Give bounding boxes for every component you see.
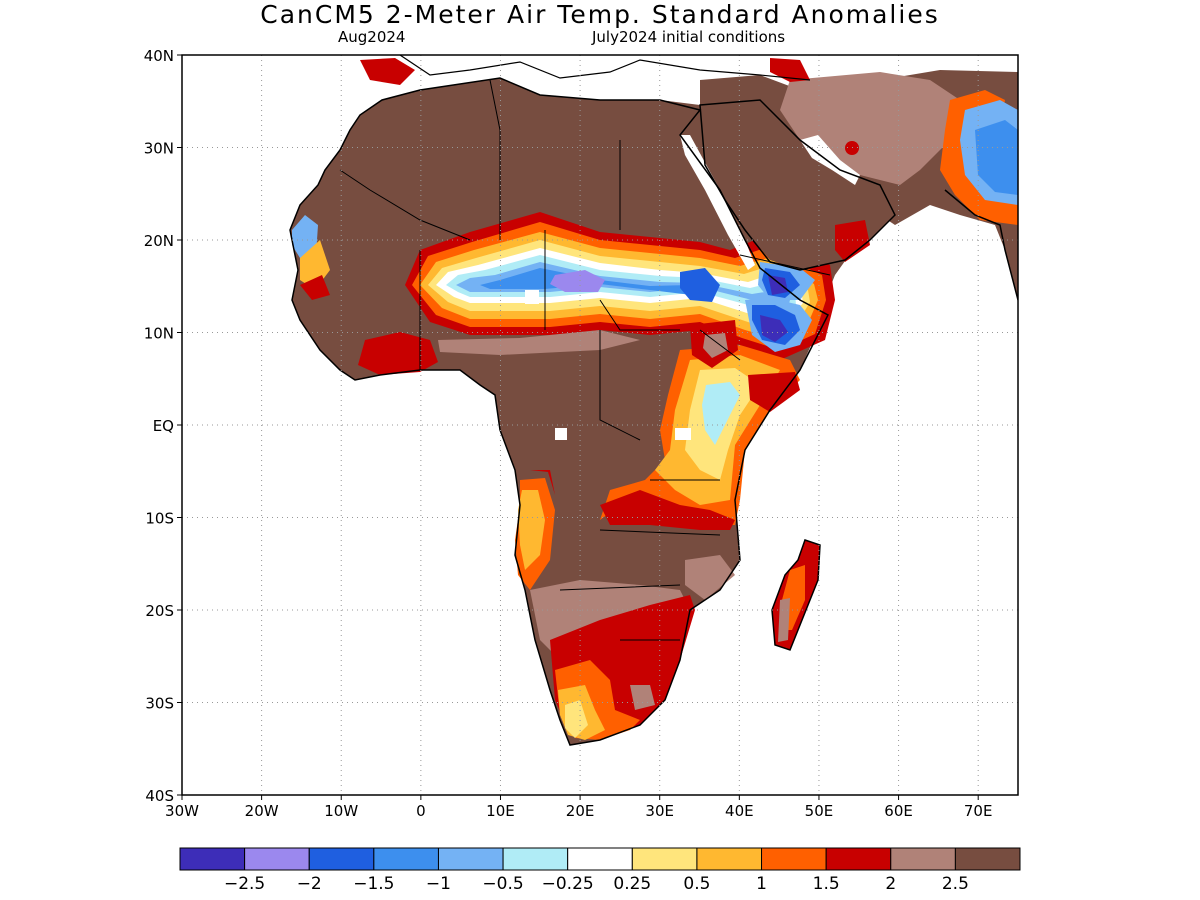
arabia-south-red <box>835 220 870 262</box>
colorbar-label: −0.25 <box>542 874 594 894</box>
colorbar-swatch <box>696 847 763 871</box>
lon-tick-label: 0 <box>416 802 426 820</box>
colorbar-swatch <box>954 847 1021 871</box>
lesotho-light <box>630 685 655 710</box>
colorbar-label: 0.25 <box>613 874 651 894</box>
colorbar-swatch <box>244 847 310 871</box>
kenya-red <box>748 372 800 412</box>
colorbar-label: −2 <box>297 874 322 894</box>
madagascar-light <box>778 598 790 642</box>
colorbar: −2.5 −2 −1.5 −1 −0.5 −0.25 0.25 0.5 1 1.5 2 2.5 <box>179 847 1021 894</box>
latitude-axis: 40N 30N 20N 10N EQ 10S 20S 30S 40S <box>144 47 182 805</box>
red-sea <box>680 135 755 270</box>
colorbar-swatch <box>825 847 892 871</box>
colorbar-label: 0.5 <box>683 874 710 894</box>
colorbar-swatch <box>567 847 633 871</box>
east-africa-cool <box>702 382 740 445</box>
colorbar-label: 1 <box>756 874 767 894</box>
lat-tick-label: 10N <box>144 325 174 343</box>
anomaly-field <box>289 55 1018 746</box>
lat-tick-label: 10S <box>145 510 174 528</box>
angola-coast-amber <box>518 490 545 570</box>
iran-pakistan-warm <box>780 72 960 185</box>
lat-tick-label: 20S <box>145 602 174 620</box>
lon-tick-label: 70E <box>964 802 993 820</box>
guinea-coast-warm <box>358 332 438 375</box>
longitude-axis: 30W 20W 10W 0 10E 20E 30E 40E 50E 60E 70E <box>165 795 992 820</box>
colorbar-swatch <box>761 847 827 871</box>
lat-tick-label: 30N <box>144 140 174 158</box>
chad-cold-core <box>550 270 605 292</box>
congo-gap <box>555 428 567 440</box>
lon-tick-label: 40E <box>725 802 754 820</box>
europe-coastline <box>399 55 811 81</box>
lat-tick-label: EQ <box>153 417 174 435</box>
lat-tick-label: 40N <box>144 47 174 65</box>
lake-victoria-area <box>675 428 691 440</box>
initial-conditions: July2024 initial conditions <box>592 28 786 46</box>
colorbar-label: −1.5 <box>353 874 394 894</box>
lon-tick-label: 30E <box>645 802 674 820</box>
map-title: CanCM5 2-Meter Air Temp. Standard Anomal… <box>260 0 940 29</box>
mauritania-coast-cool <box>292 215 318 258</box>
maghreb-warm-edge <box>360 58 415 85</box>
colorbar-swatch <box>179 847 246 871</box>
lat-tick-label: 20N <box>144 232 174 250</box>
sahel-cool-core <box>680 268 720 302</box>
lat-tick-label: 30S <box>145 695 174 713</box>
colorbar-label: −1 <box>426 874 451 894</box>
arabia-coastline <box>699 99 896 271</box>
chad-gap <box>525 290 539 304</box>
colorbar-label: 1.5 <box>813 874 840 894</box>
colorbar-label: 2 <box>885 874 896 894</box>
colorbar-swatch <box>502 847 569 871</box>
india-cool-core <box>975 120 1018 195</box>
lon-tick-label: 50E <box>805 802 834 820</box>
colorbar-swatch <box>890 847 956 871</box>
gridlines <box>182 55 1018 795</box>
senegal-warm <box>300 275 330 300</box>
mozambique-lightbrown <box>685 555 735 600</box>
lon-tick-label: 10W <box>324 802 358 820</box>
lon-tick-label: 30W <box>165 802 199 820</box>
colorbar-swatch <box>437 847 504 871</box>
africa-coastline <box>289 77 830 746</box>
colorbar-swatch <box>631 847 698 871</box>
horn-cold-core <box>760 315 788 342</box>
colorbar-label: −2.5 <box>224 874 265 894</box>
colorbar-swatch <box>373 847 439 871</box>
lon-tick-label: 20E <box>566 802 595 820</box>
forecast-month: Aug2024 <box>338 28 406 46</box>
turkey-warm-edge <box>770 58 810 82</box>
colorbar-label: 2.5 <box>942 874 969 894</box>
tanzania-red <box>600 490 735 530</box>
colorbar-label: −0.5 <box>482 874 523 894</box>
ethiopia-light <box>703 333 728 358</box>
madagascar-coastline <box>771 539 821 651</box>
lat-tick-label: 40S <box>145 787 174 805</box>
lon-tick-label: 60E <box>884 802 913 820</box>
south-coast-yellow <box>565 700 588 738</box>
colorbar-swatch <box>308 847 375 871</box>
lon-tick-label: 20W <box>245 802 279 820</box>
india-coastline <box>944 189 1018 301</box>
guinea-coast-light <box>438 330 640 355</box>
yemen-cold-core <box>768 275 788 295</box>
lon-tick-label: 10E <box>486 802 515 820</box>
